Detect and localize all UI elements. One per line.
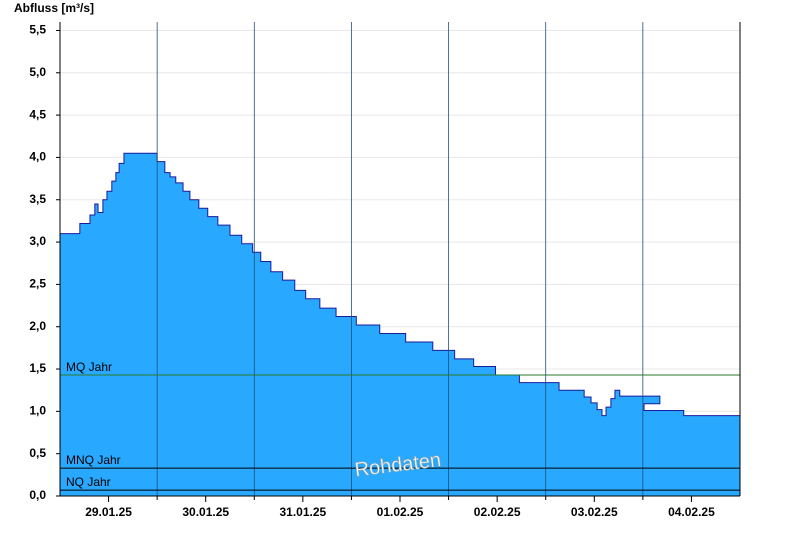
y-tick-label: 2,5 xyxy=(29,277,46,291)
reference-label: MNQ Jahr xyxy=(66,453,121,467)
y-tick-label: 5,5 xyxy=(29,23,46,37)
reference-label: MQ Jahr xyxy=(66,360,112,374)
y-tick-label: 0,0 xyxy=(29,488,46,502)
y-tick-label: 3,0 xyxy=(29,234,46,248)
line xyxy=(60,152,740,417)
x-tick-label: 30.01.25 xyxy=(182,505,229,519)
x-tick-label: 04.02.25 xyxy=(668,505,715,519)
y-tick-label: 1,5 xyxy=(29,361,46,375)
x-tick-label: 03.02.25 xyxy=(571,505,618,519)
chart-title: Abfluss [m³/s] xyxy=(14,1,94,15)
y-tick-label: 5,0 xyxy=(29,65,46,79)
x-tick-label: 29.01.25 xyxy=(85,505,132,519)
y-tick-label: 4,0 xyxy=(29,150,46,164)
reference-label: NQ Jahr xyxy=(66,475,111,489)
area xyxy=(60,153,740,497)
y-tick-label: 2,0 xyxy=(29,319,46,333)
x-tick-label: 02.02.25 xyxy=(474,505,521,519)
annotation: Rohdaten xyxy=(354,449,443,481)
y-tick-label: 4,5 xyxy=(29,107,46,121)
y-tick-label: 1,0 xyxy=(29,404,46,418)
y-tick-label: 3,5 xyxy=(29,192,46,206)
x-tick-label: 01.02.25 xyxy=(377,505,424,519)
x-tick-label: 31.01.25 xyxy=(279,505,326,519)
y-tick-label: 0,5 xyxy=(29,446,46,460)
